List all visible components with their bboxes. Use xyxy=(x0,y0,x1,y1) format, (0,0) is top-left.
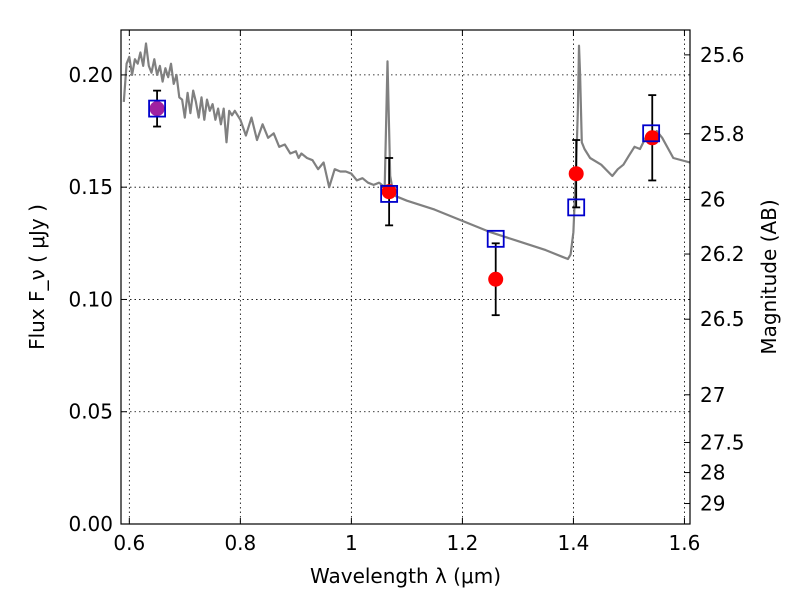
y-tick-label: 0.20 xyxy=(68,63,113,87)
magnitude-tick-label: 28 xyxy=(700,461,725,485)
model-point xyxy=(148,99,166,118)
model-spectrum-line xyxy=(122,42,690,261)
x-axis-label: Wavelength λ (μm) xyxy=(310,564,501,588)
model-point xyxy=(380,185,399,203)
y-tick-label: 0.10 xyxy=(68,287,113,311)
magnitude-axis-label: Magnitude (AB) xyxy=(757,199,781,354)
x-tick-label: 1.4 xyxy=(558,531,590,555)
magnitude-tick-label: 26.5 xyxy=(700,307,745,331)
observed-point xyxy=(149,101,165,117)
series-layer xyxy=(122,42,690,317)
y-tick-label: 0.15 xyxy=(68,175,113,199)
observed-point xyxy=(381,184,397,200)
ticks-layer: 0.6 0.8 1 1.2 1.4 1.6 0.00 0.05 0.10 0.15 0.20 25.6… xyxy=(68,30,745,555)
y-tick-label: 0.00 xyxy=(68,512,113,536)
x-tick-label: 0.6 xyxy=(113,531,145,555)
magnitude-tick-label: 26.2 xyxy=(700,242,745,266)
x-tick-label: 1.2 xyxy=(446,531,478,555)
magnitude-tick-label: 27 xyxy=(700,383,725,407)
model-point xyxy=(642,124,661,143)
y-tick-label: 0.05 xyxy=(68,400,113,424)
magnitude-tick-label: 26 xyxy=(700,187,725,211)
observed-point xyxy=(488,271,504,287)
observed-point xyxy=(568,166,584,182)
magnitude-tick-label: 29 xyxy=(700,492,725,516)
model-point xyxy=(486,229,505,248)
x-tick-label: 1 xyxy=(345,531,358,555)
x-tick-label: 0.8 xyxy=(224,531,256,555)
y-axis-label: Flux F_ν ( μJy ) xyxy=(25,204,49,350)
plot-area xyxy=(122,42,690,317)
plot-frame xyxy=(120,29,691,525)
x-tick-label: 1.6 xyxy=(669,531,701,555)
magnitude-tick-label: 25.6 xyxy=(700,43,745,67)
model-point xyxy=(567,198,586,217)
observed-point xyxy=(644,130,660,146)
magnitude-tick-label: 25.8 xyxy=(700,122,745,146)
magnitude-tick-label: 27.5 xyxy=(700,430,745,454)
